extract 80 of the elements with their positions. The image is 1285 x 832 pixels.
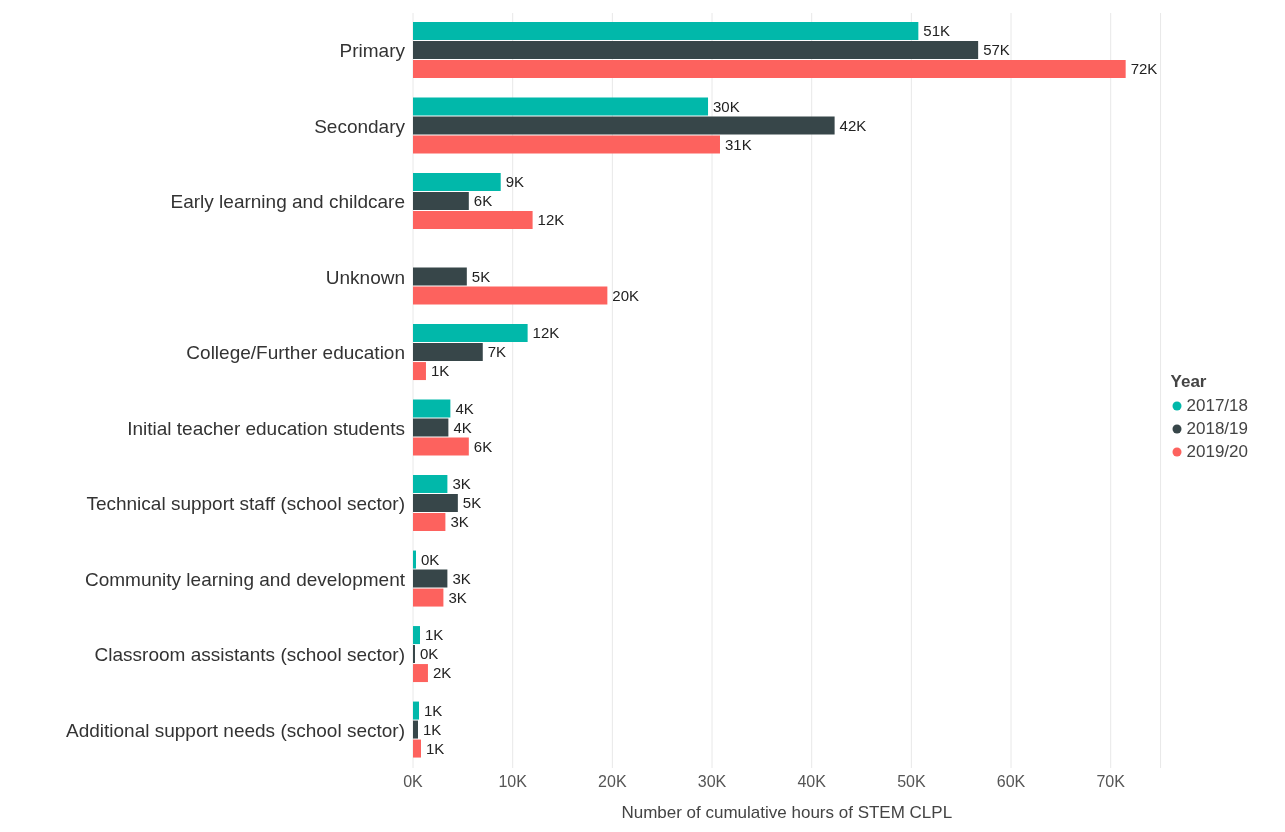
bar	[413, 22, 919, 41]
bar	[413, 550, 416, 569]
bar	[413, 626, 420, 645]
bar	[413, 739, 421, 758]
data-label: 12K	[532, 324, 560, 342]
bar	[413, 588, 444, 607]
x-axis-title: Number of cumulative hours of STEM CLPL	[621, 803, 953, 822]
data-label: 3K	[450, 513, 469, 531]
x-tick-label: 40K	[797, 773, 827, 791]
data-label: 6K	[473, 192, 493, 210]
data-label: 12K	[537, 211, 565, 229]
data-label: 1K	[425, 739, 445, 757]
y-tick-label: Additional support needs (school sector)	[65, 719, 405, 741]
data-label: 31K	[724, 135, 752, 153]
bar	[413, 513, 446, 532]
data-label: 30K	[713, 97, 740, 115]
bar	[413, 211, 533, 230]
bar	[413, 192, 469, 211]
y-tick-label: Secondary	[314, 116, 406, 137]
legend-label: 2018/19	[1186, 418, 1248, 439]
y-tick-label: Classroom assistants (school sector)	[94, 644, 405, 666]
legend-label: 2019/20	[1186, 441, 1248, 462]
data-label: 1K	[422, 720, 442, 738]
bar	[413, 116, 835, 135]
x-tick-label: 70K	[1096, 773, 1126, 791]
data-label: 72K	[1130, 60, 1158, 78]
x-tick-label: 0K	[403, 773, 424, 791]
data-label: 51K	[923, 22, 951, 40]
bar	[413, 343, 483, 362]
y-tick-label: Technical support staff (school sector)	[86, 493, 405, 515]
bar	[413, 324, 528, 343]
bar	[413, 97, 709, 116]
legend-title: Year	[1170, 371, 1208, 392]
data-label: 0K	[419, 645, 439, 663]
data-label: 57K	[983, 41, 1010, 59]
data-label: 1K	[430, 362, 450, 380]
bar	[413, 41, 979, 60]
data-label: 9K	[505, 173, 525, 191]
data-label: 5K	[462, 494, 482, 512]
bar	[413, 701, 419, 720]
x-tick-label: 50K	[897, 773, 926, 791]
legend-label: 2017/18	[1186, 395, 1248, 416]
data-label: 3K	[452, 569, 471, 587]
data-label: 1K	[423, 701, 443, 719]
x-tick-label: 10K	[498, 773, 528, 791]
bar	[413, 664, 428, 683]
bar	[413, 418, 449, 437]
bar	[413, 60, 1126, 79]
y-tick-label: Community learning and development	[84, 568, 406, 590]
data-label: 5K	[471, 267, 491, 285]
bar	[413, 362, 426, 381]
data-label: 3K	[452, 475, 471, 493]
data-label: 2K	[432, 664, 452, 682]
bar	[413, 286, 608, 305]
data-label: 42K	[839, 116, 867, 134]
bar	[413, 267, 467, 286]
data-label: 1K	[424, 626, 444, 644]
data-label: 7K	[487, 343, 507, 361]
y-tick-label: Primary	[339, 40, 406, 62]
data-label: 6K	[473, 437, 493, 455]
y-tick-label: College/Further education	[186, 342, 405, 364]
bar	[413, 720, 418, 739]
bar	[413, 173, 501, 192]
bar	[413, 437, 469, 456]
bar	[413, 494, 458, 513]
data-label: 4K	[455, 399, 474, 417]
bar	[413, 475, 448, 494]
bar	[413, 399, 451, 418]
y-tick-label: Early learning and childcare	[170, 191, 405, 213]
bar	[413, 135, 720, 154]
x-tick-label: 60K	[996, 773, 1026, 791]
data-label: 3K	[448, 588, 467, 606]
y-tick-label: Initial teacher education students	[127, 417, 405, 439]
x-tick-label: 20K	[598, 773, 627, 791]
data-label: 20K	[612, 286, 640, 304]
bar	[413, 569, 448, 588]
data-label: 0K	[420, 550, 440, 568]
y-tick-label: Unknown	[325, 266, 405, 288]
x-tick-label: 30K	[697, 773, 727, 791]
data-label: 4K	[453, 418, 472, 436]
